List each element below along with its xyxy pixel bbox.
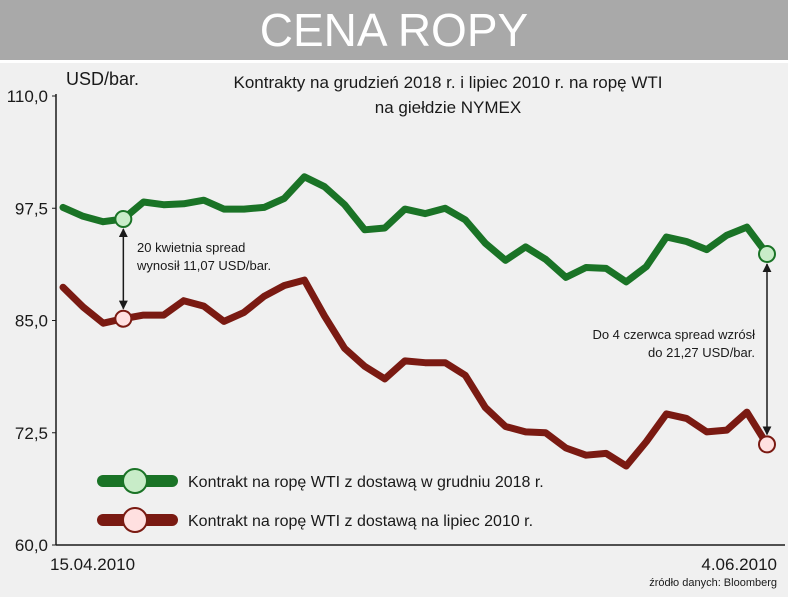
y-tick-label: 72,5 [15,424,48,443]
legend: Kontrakt na ropę WTI z dostawą w grudniu… [97,468,544,533]
series-line-jul-2010 [59,276,771,470]
marker-green-end [758,245,776,264]
legend-label-red: Kontrakt na ropę WTI z dostawą na lipiec… [188,513,533,530]
chart-subtitle: na giełdzie NYMEX [375,98,521,117]
banner: CENA ROPY [0,0,788,63]
x-start-label: 15.04.2010 [50,555,135,574]
annotation-start-line2: wynosił 11,07 USD/bar. [136,258,271,273]
legend-label-green: Kontrakt na ropę WTI z dostawą w grudniu… [188,474,544,491]
legend-marker-green [122,468,148,494]
series-layer [59,173,771,470]
y-ticks: 110,0 97,5 85,0 72,5 60,0 [7,87,56,555]
source-note: źródło danych: Bloomberg [649,577,777,589]
y-tick-label: 110,0 [7,87,48,106]
marker-red-end [758,435,776,454]
marker-layer [114,210,776,454]
y-tick-label: 97,5 [15,199,48,218]
y-axis-unit: USD/bar. [66,69,139,89]
annotation-end-line2: do 21,27 USD/bar. [648,345,755,360]
chart-title: Kontrakty na grudzień 2018 r. i lipiec 2… [233,73,662,92]
annotation-start-line1: 20 kwietnia spread [137,240,245,255]
y-tick-label: 60,0 [15,536,48,555]
x-end-label: 4.06.2010 [701,555,777,574]
series-line-dec-2018 [59,173,771,286]
legend-marker-red [122,507,148,533]
marker-green-start [114,210,133,229]
y-tick-label: 85,0 [15,312,48,331]
annotation-end-line1: Do 4 czerwca spread wzrósł [592,327,755,342]
banner-title: CENA ROPY [259,4,529,56]
marker-red-start [114,309,133,328]
